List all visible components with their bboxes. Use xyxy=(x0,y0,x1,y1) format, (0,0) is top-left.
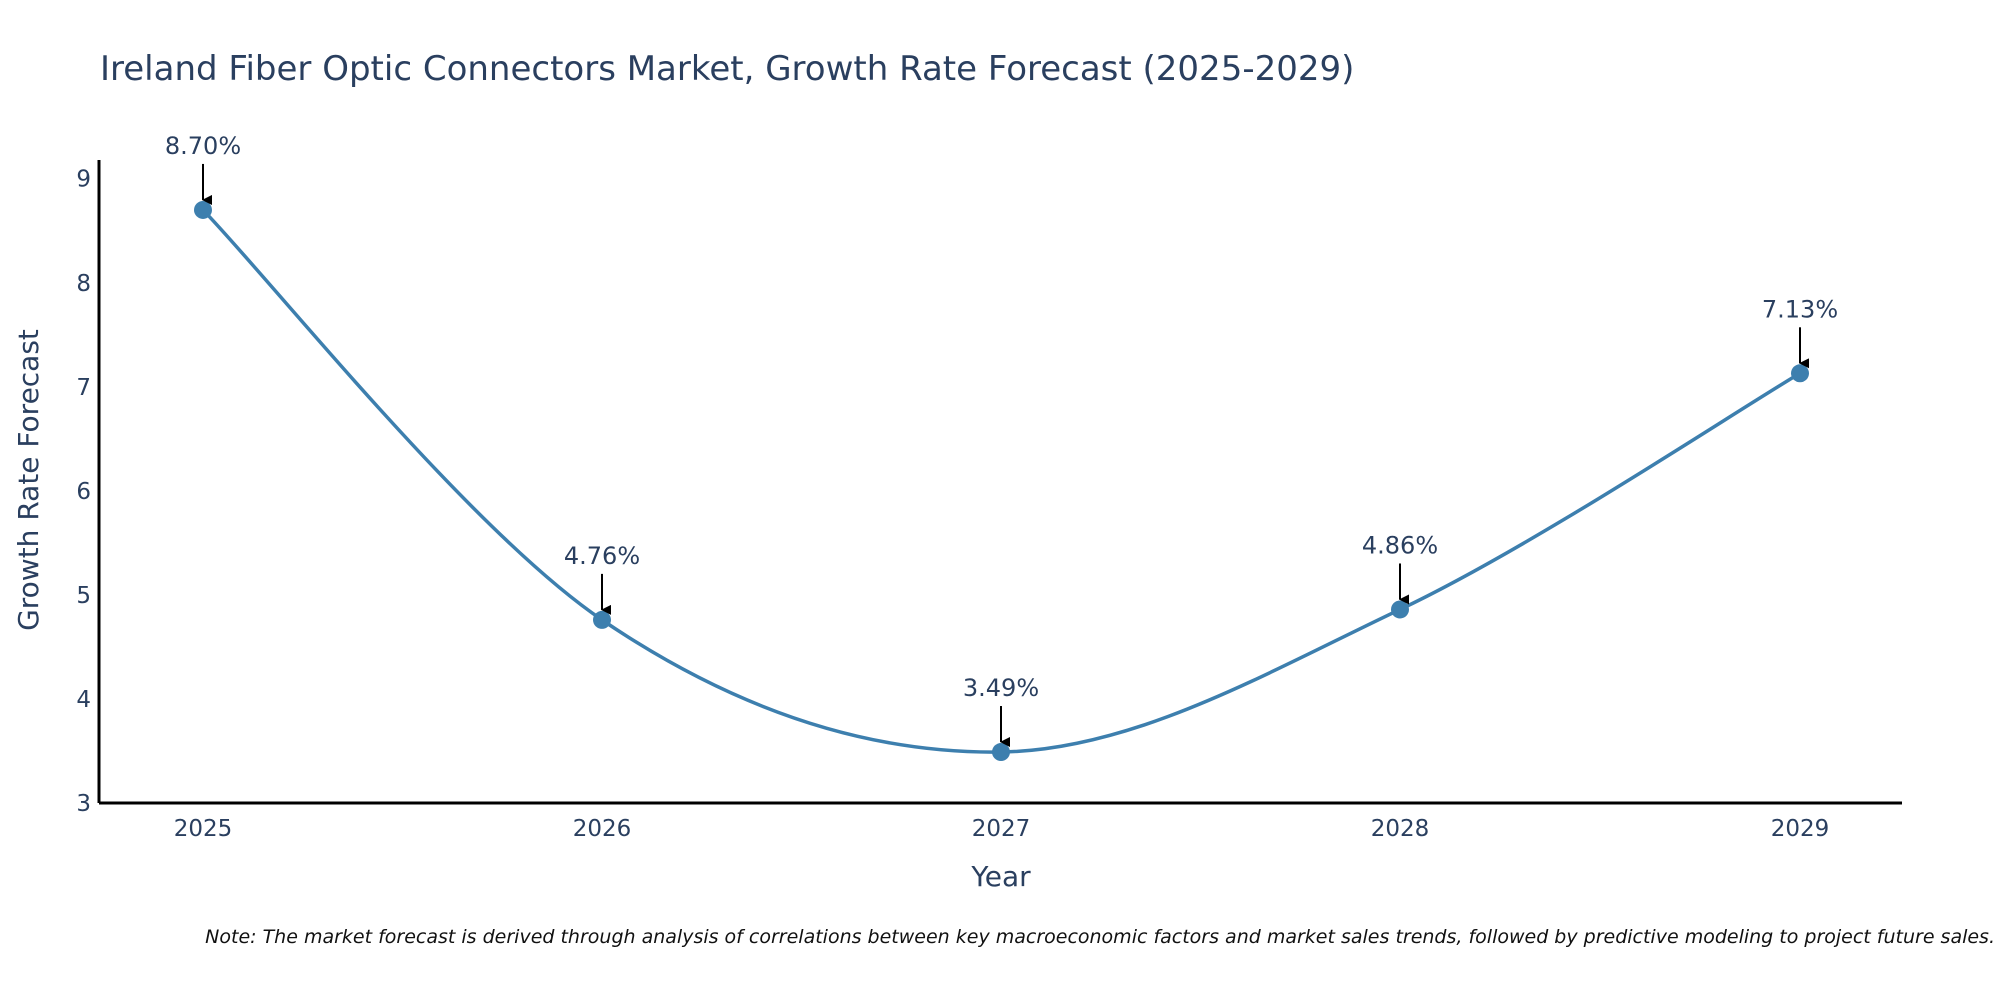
y-axis-title: Growth Rate Forecast xyxy=(12,329,45,631)
x-tick-label: 2028 xyxy=(1371,816,1430,842)
data-label: 4.76% xyxy=(564,542,640,570)
data-point xyxy=(992,743,1010,762)
series-line xyxy=(201,208,1801,754)
y-tick-labels: 3 4 5 6 7 8 9 xyxy=(76,167,91,817)
y-tick-label: 4 xyxy=(76,687,91,713)
y-tick-label: 7 xyxy=(76,375,91,401)
y-tick-label: 3 xyxy=(76,791,91,817)
data-label: 8.70% xyxy=(165,132,241,160)
x-tick-label: 2029 xyxy=(1771,816,1830,842)
x-tick-labels: 2025 2026 2027 2028 2029 xyxy=(174,816,1830,842)
data-label: 4.86% xyxy=(1362,531,1438,559)
chart-title: Ireland Fiber Optic Connectors Market, G… xyxy=(100,49,1354,89)
data-point xyxy=(1391,600,1409,619)
x-axis-title: Year xyxy=(970,860,1031,893)
plot-area: 8.70% 4.76% 3.49% 4.86% 7.13% xyxy=(165,132,1838,762)
data-point xyxy=(1791,364,1809,383)
data-label: 3.49% xyxy=(963,674,1039,702)
y-tick-label: 6 xyxy=(76,479,91,505)
x-tick-label: 2026 xyxy=(573,816,632,842)
y-tick-label: 8 xyxy=(76,271,91,297)
data-point xyxy=(593,610,611,629)
x-tick-label: 2025 xyxy=(174,816,233,842)
data-label: 7.13% xyxy=(1762,295,1838,323)
x-tick-label: 2027 xyxy=(972,816,1031,842)
y-tick-label: 9 xyxy=(76,167,91,193)
data-point xyxy=(194,200,212,219)
footnote: Note: The market forecast is derived thr… xyxy=(205,926,1995,948)
y-tick-label: 5 xyxy=(76,583,91,609)
